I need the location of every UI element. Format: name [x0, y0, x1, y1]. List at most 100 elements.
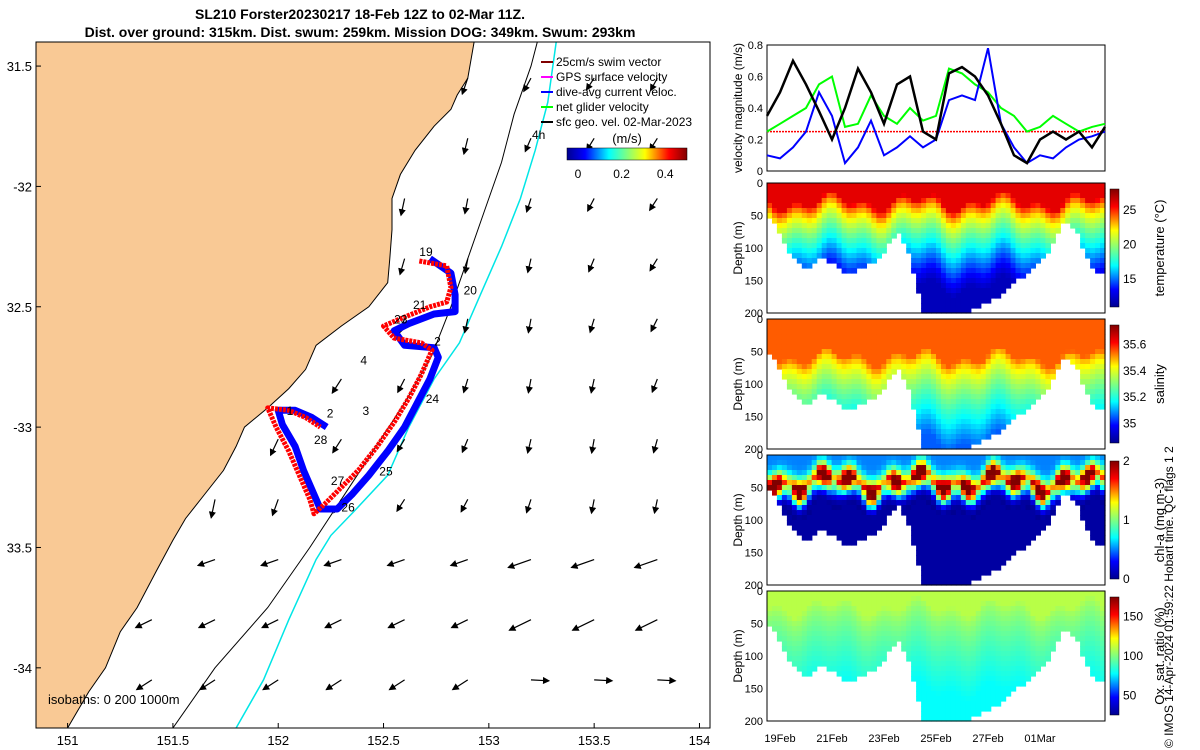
- section-cell: [896, 188, 902, 194]
- section-cell: [1005, 661, 1012, 667]
- section-cell: [945, 243, 952, 249]
- section-cell: [1040, 374, 1046, 380]
- section-cell: [1030, 394, 1036, 400]
- section-cell: [1050, 606, 1056, 612]
- section-cell: [861, 364, 867, 370]
- section-cell: [772, 460, 778, 466]
- section-cell: [1085, 384, 1091, 390]
- section-cell: [1020, 591, 1027, 597]
- section-cell: [931, 273, 937, 279]
- section-cell: [791, 334, 798, 340]
- section-cell: [826, 606, 833, 612]
- section-cell: [1005, 344, 1012, 350]
- section-cell: [1075, 596, 1081, 602]
- section-cell: [1020, 525, 1027, 531]
- section-cell: [985, 434, 992, 440]
- section-cell: [1100, 495, 1106, 501]
- section-cell: [931, 218, 937, 224]
- section-cell: [975, 661, 982, 667]
- section-cell: [896, 636, 902, 642]
- section-cell: [846, 258, 853, 264]
- section-cell: [955, 278, 962, 284]
- section-cell: [851, 475, 858, 481]
- section-cell: [1010, 319, 1017, 325]
- section-cell: [980, 681, 987, 687]
- section-cell: [851, 344, 858, 350]
- section-cell: [1065, 324, 1071, 330]
- section-cell: [1075, 465, 1081, 471]
- section-cell: [1065, 621, 1071, 627]
- section-cell: [861, 661, 867, 667]
- section-cell: [970, 374, 977, 380]
- section-cell: [1025, 389, 1032, 395]
- section-cell: [856, 349, 863, 355]
- section-cell: [821, 636, 828, 642]
- section-cell: [965, 429, 972, 435]
- section-cell: [861, 374, 867, 380]
- section-cell: [821, 379, 828, 385]
- section-cell: [776, 611, 783, 617]
- section-cell: [965, 545, 972, 551]
- section-cell: [1070, 334, 1076, 340]
- section-cell: [931, 701, 937, 707]
- section-cell: [776, 500, 783, 506]
- section-cell: [980, 671, 987, 677]
- section-cell: [836, 359, 843, 365]
- section-cell: [1005, 364, 1012, 370]
- section-cell: [1065, 455, 1071, 461]
- section-cell: [990, 238, 997, 244]
- section-cell: [836, 661, 843, 667]
- section-cell: [881, 596, 887, 602]
- section-cell: [1010, 359, 1017, 365]
- section-cell: [960, 364, 967, 370]
- section-cell: [1085, 183, 1091, 189]
- section-cell: [801, 218, 808, 224]
- section-cell: [856, 329, 863, 335]
- section-cell: [906, 329, 912, 335]
- section-cell: [916, 258, 922, 264]
- section-cell: [1015, 213, 1022, 219]
- section-cell: [916, 601, 922, 607]
- section-cell: [1040, 188, 1046, 194]
- section-cell: [1030, 475, 1036, 481]
- section-cell: [941, 545, 947, 551]
- section-cell: [772, 208, 778, 214]
- section-cell: [811, 661, 818, 667]
- section-cell: [846, 213, 853, 219]
- section-cell: [811, 369, 818, 375]
- section-cell: [856, 470, 863, 476]
- section-cell: [791, 389, 798, 395]
- section-cell: [911, 193, 917, 199]
- section-cell: [995, 616, 1002, 622]
- section-cell: [921, 429, 927, 435]
- section-cell: [811, 490, 818, 496]
- section-cell: [1100, 485, 1106, 491]
- section-cell: [965, 258, 972, 264]
- section-cell: [926, 414, 932, 420]
- section-cell: [1030, 238, 1036, 244]
- section-cell: [1100, 490, 1106, 496]
- section-cell: [896, 319, 902, 325]
- section-cell: [970, 369, 977, 375]
- section-cell: [985, 621, 992, 627]
- section-cell: [1015, 404, 1022, 410]
- section-cell: [881, 349, 887, 355]
- section-cell: [1030, 515, 1036, 521]
- depth-tick-label: 200: [745, 444, 763, 456]
- section-cell: [801, 470, 808, 476]
- section-cell: [1075, 500, 1081, 506]
- section-cell: [851, 596, 858, 602]
- section-cell: [811, 344, 818, 350]
- section-cell: [960, 530, 967, 536]
- section-cell: [1090, 530, 1096, 536]
- section-cell: [1090, 480, 1096, 486]
- section-cell: [1025, 505, 1032, 511]
- section-cell: [846, 319, 853, 325]
- section-cell: [861, 656, 867, 662]
- section-cell: [965, 278, 972, 284]
- section-cell: [921, 686, 927, 692]
- section-cell: [970, 555, 977, 561]
- section-cell: [901, 490, 907, 496]
- section-cell: [836, 651, 843, 657]
- current-vector: [262, 679, 279, 691]
